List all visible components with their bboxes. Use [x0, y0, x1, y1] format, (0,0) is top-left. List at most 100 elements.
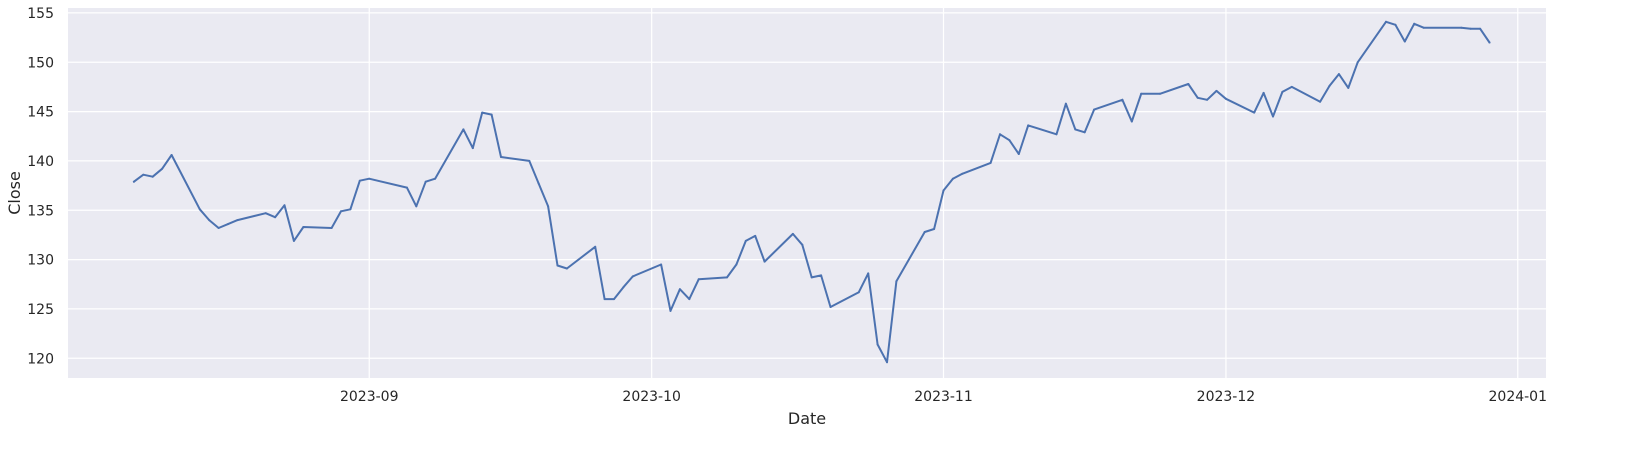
data-point	[198, 208, 201, 211]
grid	[68, 8, 1546, 378]
data-point	[1385, 20, 1387, 23]
data-point	[876, 343, 879, 346]
data-point	[227, 223, 229, 226]
data-point	[1422, 26, 1425, 29]
data-point	[1017, 153, 1020, 155]
data-point	[1215, 89, 1218, 92]
data-point	[697, 278, 700, 281]
data-point	[264, 212, 267, 215]
data-point	[735, 263, 738, 266]
data-point	[1187, 83, 1190, 85]
data-point	[565, 267, 568, 270]
data-point	[754, 234, 757, 237]
data-point	[490, 113, 493, 116]
y-tick-label: 155	[27, 6, 54, 22]
data-point	[622, 286, 625, 289]
data-point	[274, 216, 277, 219]
data-point	[1262, 91, 1265, 94]
data-point	[594, 245, 597, 248]
data-point	[537, 182, 540, 185]
data-point	[292, 239, 295, 242]
data-point	[1488, 41, 1491, 44]
data-point	[1394, 23, 1397, 26]
data-point	[330, 227, 333, 229]
data-point	[688, 298, 691, 301]
data-point	[1337, 73, 1340, 76]
data-point	[556, 264, 559, 267]
data-point	[895, 280, 898, 283]
data-point	[424, 180, 427, 183]
data-point	[820, 274, 823, 277]
data-point	[867, 272, 870, 275]
data-point	[933, 228, 936, 230]
data-point	[1008, 139, 1011, 142]
data-point	[1140, 92, 1143, 95]
data-point	[613, 298, 615, 301]
data-point	[142, 173, 145, 176]
y-tick-label: 120	[27, 351, 54, 367]
y-tick-label: 135	[27, 203, 54, 219]
data-point	[1055, 133, 1058, 136]
data-point	[471, 147, 474, 150]
data-point	[1206, 98, 1209, 101]
series-line	[132, 20, 1491, 364]
data-point	[302, 226, 305, 228]
y-tick-label: 140	[27, 154, 54, 170]
data-point	[801, 243, 804, 246]
data-point	[1074, 128, 1077, 131]
data-point	[669, 309, 672, 312]
data-points	[132, 20, 1491, 364]
data-point	[1027, 124, 1030, 127]
data-point	[368, 177, 371, 180]
data-point	[923, 231, 926, 233]
data-point	[415, 205, 418, 208]
y-tick-label: 130	[27, 253, 54, 269]
data-point	[132, 180, 135, 183]
data-point	[1347, 86, 1350, 89]
data-point	[660, 263, 663, 266]
data-point	[942, 189, 945, 192]
data-point	[603, 298, 606, 301]
data-point	[999, 133, 1001, 136]
data-point	[405, 186, 408, 189]
data-point	[528, 159, 531, 162]
y-tick-labels: 120 125 130 135 140 145 150 155	[27, 6, 54, 367]
x-tick-label: 2023-09	[340, 389, 399, 405]
data-point	[791, 232, 794, 235]
data-point	[744, 239, 747, 242]
data-point	[500, 156, 502, 158]
data-point	[1290, 85, 1293, 88]
data-point	[1328, 84, 1331, 87]
data-point	[1413, 22, 1416, 25]
data-point	[1281, 90, 1284, 93]
y-tick-label: 145	[27, 105, 54, 121]
data-point	[358, 179, 361, 182]
data-point	[208, 219, 211, 222]
data-point	[349, 208, 352, 211]
data-point	[340, 210, 342, 213]
data-point	[1356, 61, 1359, 64]
y-tick-label: 150	[27, 55, 54, 71]
data-point	[1130, 120, 1133, 123]
data-point	[1253, 111, 1256, 114]
plot-area	[68, 8, 1546, 378]
x-tick-label: 2023-10	[622, 389, 681, 405]
x-tick-labels: 2023-09 2023-10 2023-11 2023-12 2024-01	[340, 389, 1547, 405]
x-tick-label: 2023-11	[914, 389, 973, 405]
data-point	[1460, 26, 1463, 29]
data-point	[989, 161, 992, 164]
data-point	[1093, 108, 1096, 111]
data-point	[886, 361, 888, 364]
data-point	[1469, 27, 1472, 30]
data-point	[161, 167, 164, 170]
data-point	[434, 177, 437, 180]
data-point	[763, 260, 766, 263]
data-point	[678, 288, 681, 291]
data-point	[481, 111, 484, 114]
data-point	[857, 291, 860, 294]
x-tick-label: 2023-12	[1197, 389, 1256, 405]
data-point	[1403, 40, 1406, 43]
data-point	[1272, 115, 1274, 118]
data-point	[236, 219, 239, 222]
